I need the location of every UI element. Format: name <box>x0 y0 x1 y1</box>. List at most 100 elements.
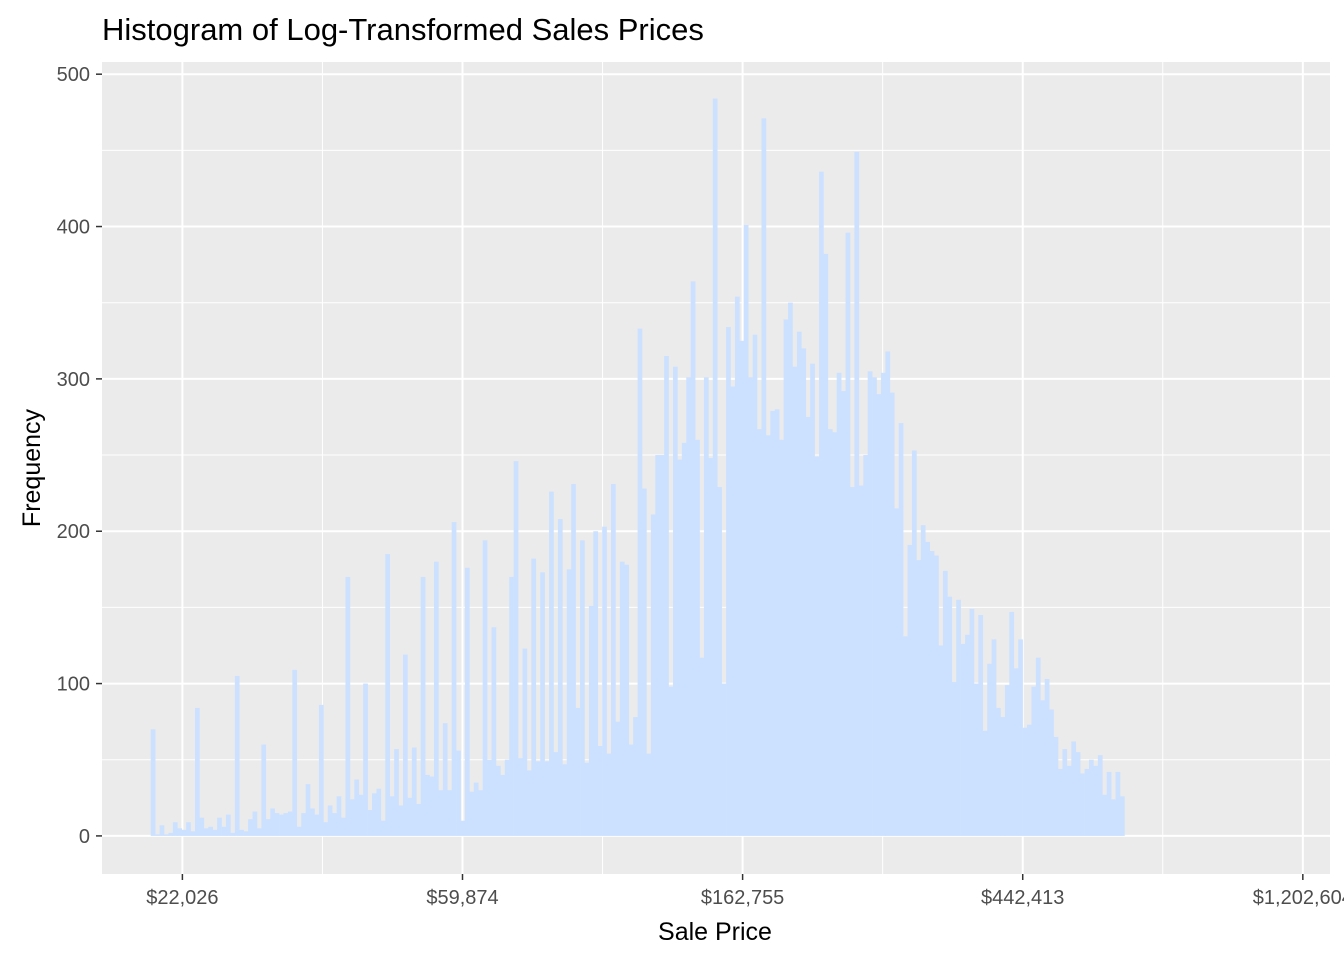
histogram-bar <box>376 788 382 836</box>
chart-title: Histogram of Log-Transformed Sales Price… <box>102 12 704 47</box>
histogram-bar <box>942 570 948 836</box>
histogram-bar <box>230 832 236 836</box>
histogram-bar <box>1066 765 1072 836</box>
histogram-bar <box>1062 749 1068 836</box>
histogram-bar <box>478 790 483 836</box>
histogram-bar <box>314 814 320 836</box>
histogram-bar <box>150 729 156 836</box>
histogram-bar <box>473 782 479 836</box>
histogram-bar <box>177 828 183 836</box>
histogram-bar <box>1075 752 1081 836</box>
histogram-bar <box>606 753 612 836</box>
histogram-bar <box>827 429 833 836</box>
histogram-bar <box>562 764 568 836</box>
histogram-bar <box>845 232 851 836</box>
histogram-bar <box>611 483 616 836</box>
histogram-bar <box>1115 771 1121 836</box>
histogram-bar <box>867 371 873 836</box>
histogram-bar <box>779 439 784 836</box>
x-tick-label: $22,026 <box>146 887 218 909</box>
histogram-bar <box>358 794 364 836</box>
histogram-bar <box>819 171 824 836</box>
histogram-bar <box>305 784 311 836</box>
histogram-bar <box>509 576 514 836</box>
histogram-bar <box>757 429 762 836</box>
histogram-bar <box>850 487 855 836</box>
histogram-bar <box>1022 727 1028 836</box>
histogram-bar <box>916 560 922 836</box>
histogram-bar <box>938 645 944 836</box>
histogram-bar <box>540 572 545 836</box>
histogram-bar <box>261 744 267 836</box>
histogram-bar <box>544 761 550 836</box>
histogram-bar <box>168 832 174 836</box>
histogram-bar <box>911 450 917 836</box>
histogram-bar <box>1111 799 1116 836</box>
histogram-bar <box>677 459 683 836</box>
histogram-bar <box>252 811 258 836</box>
histogram-bar <box>159 825 165 836</box>
histogram-bar <box>354 779 360 836</box>
histogram-bar <box>597 746 603 836</box>
histogram-bar <box>650 514 656 836</box>
histogram-bar <box>743 225 749 836</box>
histogram-bar <box>1009 611 1015 836</box>
histogram-bar <box>420 576 426 836</box>
histogram-bar <box>788 302 793 836</box>
histogram-bar <box>770 410 776 836</box>
histogram-bar <box>535 761 541 836</box>
histogram-bar <box>243 831 249 836</box>
histogram-bar <box>411 747 417 836</box>
histogram-bar <box>274 813 280 836</box>
y-axis-title: Frequency <box>18 408 46 527</box>
histogram-bar <box>403 654 408 836</box>
histogram-bar <box>703 377 709 836</box>
histogram-bar <box>978 615 984 836</box>
x-tick-label: $1,202,604 <box>1253 887 1344 909</box>
histogram-bar <box>221 826 227 836</box>
histogram-bar <box>208 826 213 836</box>
y-tick-label: 200 <box>57 521 90 543</box>
histogram-bar <box>690 281 696 836</box>
histogram-bar <box>894 508 899 836</box>
histogram-bar <box>695 439 700 836</box>
histogram-bar <box>752 334 758 836</box>
histogram-bar <box>469 791 475 836</box>
histogram-bar <box>363 683 368 836</box>
histogram-bar <box>765 435 771 836</box>
histogram-bar <box>438 790 444 836</box>
histogram-bar <box>460 820 466 836</box>
histogram-bar <box>832 432 838 836</box>
histogram-bar <box>389 796 395 836</box>
histogram-bar <box>549 491 554 836</box>
histogram-bar <box>925 541 930 836</box>
histogram-bar <box>203 828 209 836</box>
histogram-bar <box>792 366 798 836</box>
histogram-bar <box>349 799 355 836</box>
x-axis-title: Sale Price <box>658 918 772 946</box>
histogram-bar <box>1071 741 1077 836</box>
histogram-bar <box>960 643 966 836</box>
histogram-bar <box>624 564 630 836</box>
histogram-bar <box>841 391 846 836</box>
histogram-bar <box>810 363 815 836</box>
histogram-bar <box>372 793 377 836</box>
histogram-bar <box>602 526 607 836</box>
histogram-bar <box>513 461 519 836</box>
histogram-bar <box>482 540 488 836</box>
histogram-bar <box>566 569 572 836</box>
histogram-bar <box>996 707 1001 836</box>
histogram-bar <box>801 348 807 836</box>
histogram-bar <box>734 296 740 836</box>
histogram-bar <box>664 356 669 836</box>
histogram-bar <box>1000 717 1006 836</box>
histogram-bar <box>898 423 904 836</box>
histogram-bar <box>907 544 913 836</box>
histogram-bar <box>500 774 506 836</box>
histogram-bar <box>615 721 621 836</box>
histogram-bar <box>323 822 329 836</box>
histogram-bar <box>876 394 882 836</box>
histogram-bar <box>969 608 975 836</box>
histogram-bar <box>1084 768 1090 836</box>
